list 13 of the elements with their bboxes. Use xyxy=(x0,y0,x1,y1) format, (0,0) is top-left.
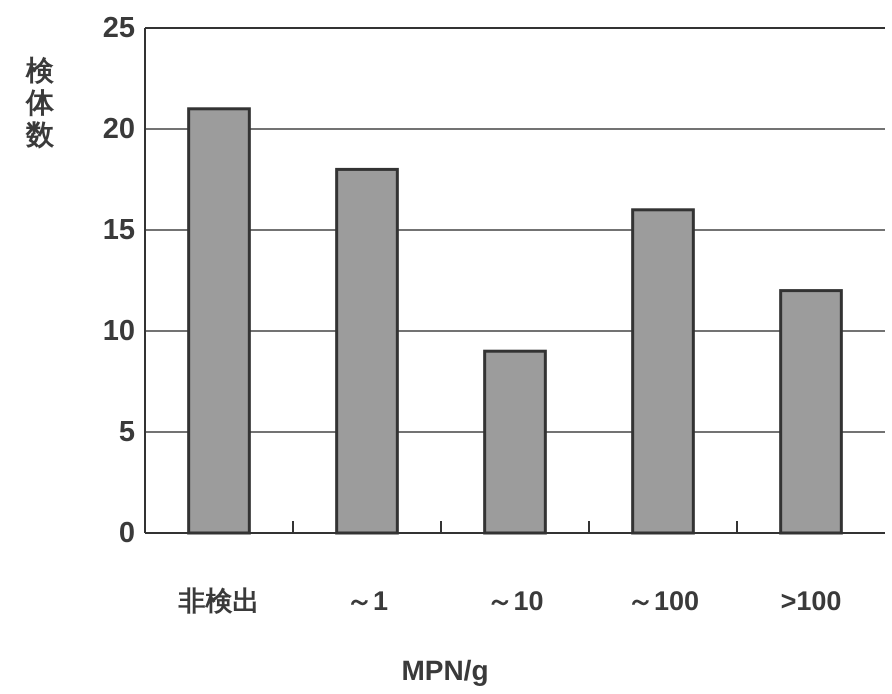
x-tick-label: ～1 xyxy=(346,586,388,616)
x-axis-title: MPN/g xyxy=(401,655,489,686)
y-tick-label: 25 xyxy=(102,12,135,44)
y-tick-label: 0 xyxy=(118,517,135,549)
y-tick-label: 10 xyxy=(102,315,135,347)
x-tick-label: 非検出 xyxy=(178,586,260,616)
x-tick-label: ～100 xyxy=(626,586,700,616)
y-axis-title: 検体数 xyxy=(25,55,55,150)
y-tick-label: 5 xyxy=(118,416,135,448)
x-tick-label: >100 xyxy=(780,586,842,616)
x-tick-label: ～10 xyxy=(486,586,544,616)
y-tick-label: 20 xyxy=(102,113,135,145)
y-tick-label: 15 xyxy=(102,214,135,246)
